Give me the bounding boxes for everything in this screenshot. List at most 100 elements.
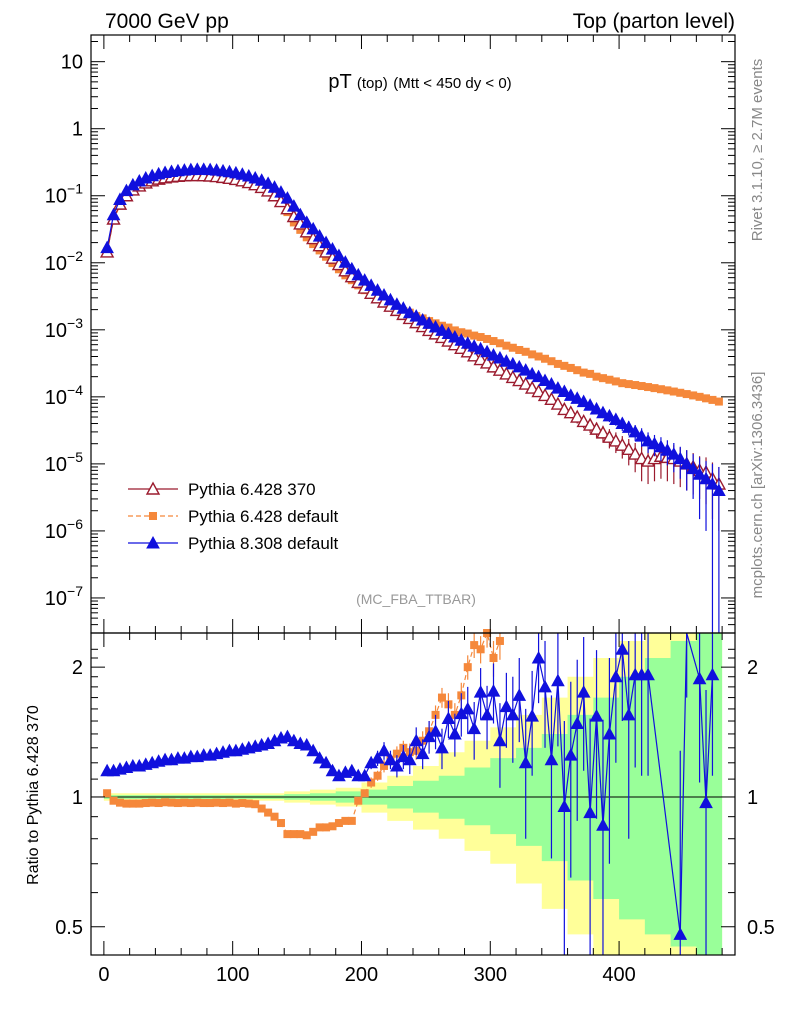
- ratio-point: [193, 798, 202, 807]
- ratio-point: [238, 799, 247, 808]
- ratio-point: [402, 752, 417, 766]
- data-point: [100, 240, 114, 254]
- tick-base: 10: [45, 454, 67, 476]
- ratio-point: [319, 755, 333, 769]
- data-point: [299, 215, 314, 228]
- data-point: [448, 330, 462, 343]
- header-right: Top (parton level): [573, 10, 735, 33]
- data-point: [538, 373, 552, 387]
- analysis-watermark: (MC_FBA_TTBAR): [356, 591, 476, 607]
- series-pythia-8-308-default: [100, 162, 726, 633]
- data-point: [618, 379, 627, 388]
- data-point: [422, 316, 436, 329]
- ratio-point: [544, 752, 559, 766]
- data-point: [457, 328, 466, 337]
- ratio-point: [312, 751, 327, 764]
- data-point: [261, 176, 275, 189]
- ratio-point: [563, 748, 578, 761]
- ratio-point: [415, 746, 430, 760]
- data-point: [377, 288, 391, 301]
- data-point: [483, 334, 492, 343]
- data-point: [570, 409, 585, 423]
- data-point: [602, 408, 617, 422]
- tick-exponent: −7: [67, 583, 83, 599]
- data-point: [544, 391, 559, 405]
- ratio-point: [289, 830, 298, 839]
- data-point: [650, 384, 659, 393]
- data-point: [489, 337, 498, 346]
- main-ytick-label: 10: [61, 52, 83, 74]
- ratio-ytick-label-left: 2: [72, 657, 83, 679]
- data-point: [570, 391, 585, 404]
- data-point: [344, 261, 359, 275]
- ratio-point: [473, 685, 488, 698]
- data-point: [454, 333, 469, 346]
- data-point: [695, 392, 704, 401]
- data-point: [660, 443, 675, 456]
- data-point: [699, 471, 713, 485]
- data-point: [596, 405, 610, 419]
- data-point: [351, 267, 366, 281]
- data-point: [621, 420, 636, 433]
- ratio-point: [309, 827, 318, 836]
- data-point: [631, 381, 640, 390]
- data-point: [512, 373, 527, 387]
- ratio-point: [476, 645, 485, 654]
- data-point: [415, 312, 430, 326]
- data-point: [583, 398, 597, 411]
- data-point: [666, 447, 681, 460]
- ratio-point: [576, 685, 591, 698]
- ratio-point: [270, 812, 279, 821]
- ratio-ytick-label-left: 0.5: [55, 917, 83, 939]
- data-point: [712, 483, 726, 497]
- xtick-label: 300: [474, 964, 507, 986]
- ratio-point: [589, 709, 604, 722]
- data-point: [705, 477, 720, 490]
- ratio-point: [341, 816, 350, 825]
- ratio-point: [306, 743, 321, 757]
- ratio-point: [467, 721, 482, 735]
- ratio-point: [128, 799, 137, 808]
- ratio-point: [673, 927, 688, 940]
- tick-exponent: −1: [67, 181, 83, 197]
- mcplots-label: mcplots.cern.ch [arXiv:1306.3436]: [749, 372, 766, 599]
- ratio-point: [299, 737, 314, 751]
- data-point: [582, 417, 598, 431]
- ratio-point: [396, 749, 411, 763]
- xtick-label: 100: [216, 964, 249, 986]
- data-point: [521, 347, 530, 356]
- data-point: [689, 391, 698, 400]
- data-point: [254, 173, 269, 186]
- ratio-point: [538, 679, 552, 693]
- data-point: [357, 273, 372, 286]
- data-point: [553, 359, 562, 368]
- data-point: [319, 235, 333, 249]
- tick-exponent: −6: [67, 516, 83, 532]
- data-point: [480, 344, 494, 358]
- data-point: [518, 376, 533, 390]
- ratio-point: [499, 699, 514, 713]
- data-point: [609, 412, 623, 425]
- data-point: [669, 387, 678, 396]
- data-point: [287, 199, 301, 212]
- data-point: [267, 180, 282, 193]
- main-ytick-label: 10−7: [45, 583, 83, 610]
- data-point: [296, 225, 305, 234]
- ratio-point: [334, 819, 343, 828]
- data-point: [113, 192, 127, 205]
- data-point: [551, 381, 565, 394]
- ratio-point: [390, 758, 404, 772]
- ratio-point: [103, 789, 112, 798]
- ratio-point: [315, 823, 324, 832]
- data-point: [663, 386, 672, 395]
- title-cond: (Mtt < 450 dy < 0): [393, 75, 511, 92]
- data-point: [312, 229, 327, 242]
- ratio-point: [344, 763, 359, 777]
- data-point: [656, 385, 665, 394]
- data-point: [531, 369, 546, 383]
- xtick-label: 400: [602, 964, 635, 986]
- ratio-point: [448, 726, 462, 740]
- ratio-point: [367, 778, 376, 787]
- ratio-point: [167, 798, 176, 807]
